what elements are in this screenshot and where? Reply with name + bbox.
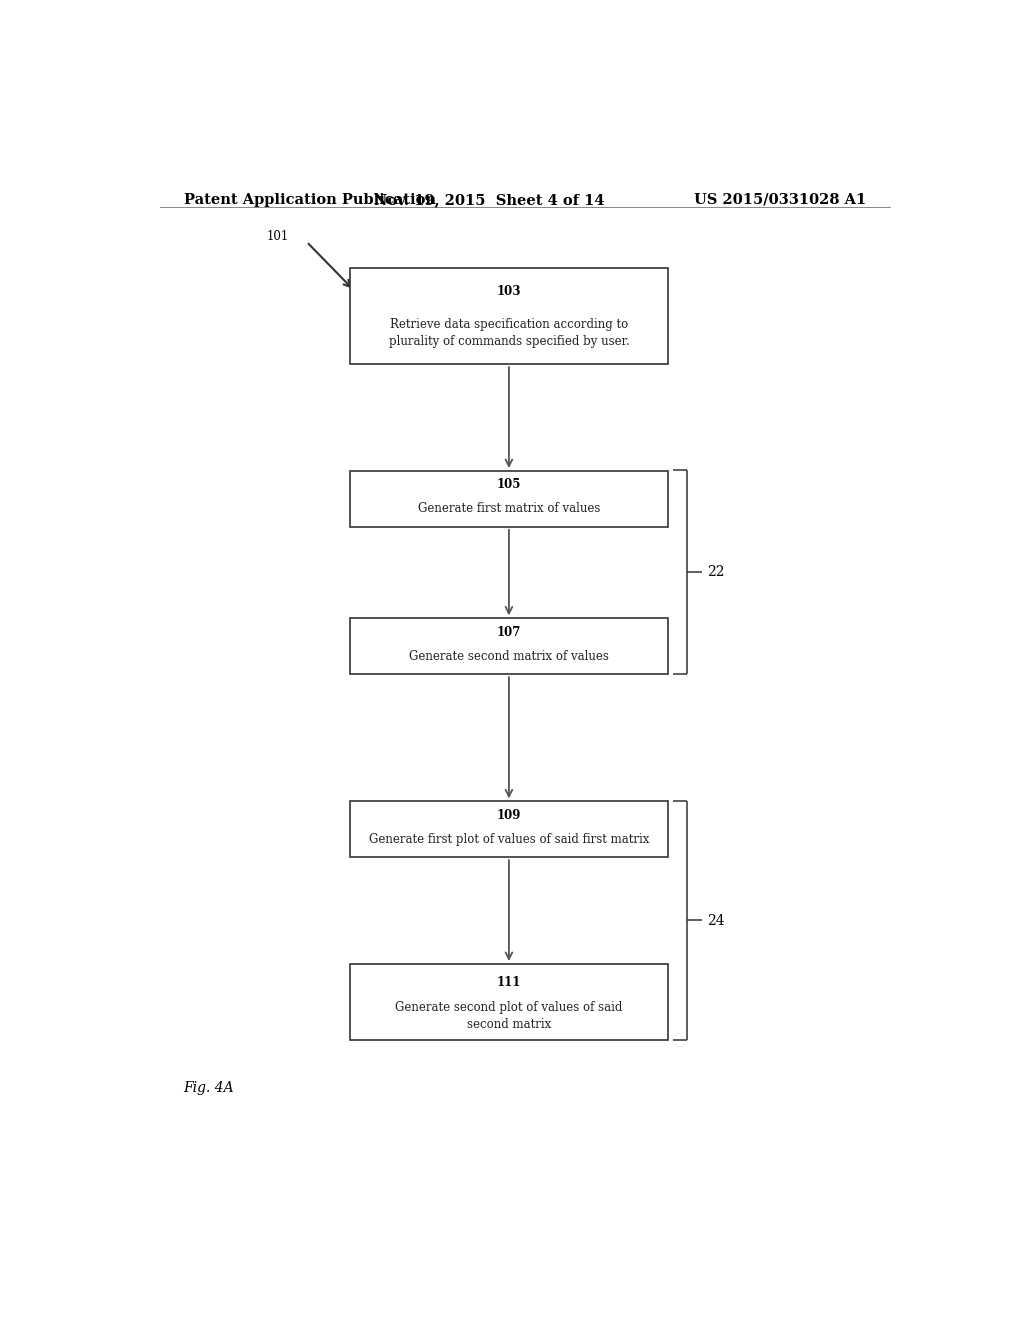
Text: Fig. 4A: Fig. 4A <box>183 1081 234 1096</box>
Text: Nov. 19, 2015  Sheet 4 of 14: Nov. 19, 2015 Sheet 4 of 14 <box>374 193 604 207</box>
Text: 22: 22 <box>708 565 725 579</box>
Text: Retrieve data specification according to
plurality of commands specified by user: Retrieve data specification according to… <box>388 318 630 348</box>
Text: Generate second plot of values of said
second matrix: Generate second plot of values of said s… <box>395 1001 623 1031</box>
Text: 109: 109 <box>497 809 521 822</box>
Text: Generate second matrix of values: Generate second matrix of values <box>409 649 609 663</box>
FancyBboxPatch shape <box>350 618 668 675</box>
Text: 101: 101 <box>267 230 289 243</box>
Text: 107: 107 <box>497 626 521 639</box>
Text: US 2015/0331028 A1: US 2015/0331028 A1 <box>694 193 866 207</box>
Text: 103: 103 <box>497 285 521 298</box>
FancyBboxPatch shape <box>350 964 668 1040</box>
Text: 24: 24 <box>708 913 725 928</box>
Text: Generate first matrix of values: Generate first matrix of values <box>418 503 600 515</box>
Text: 111: 111 <box>497 977 521 990</box>
Text: 105: 105 <box>497 478 521 491</box>
Text: Patent Application Publication: Patent Application Publication <box>183 193 435 207</box>
Text: Generate first plot of values of said first matrix: Generate first plot of values of said fi… <box>369 833 649 846</box>
FancyBboxPatch shape <box>350 471 668 527</box>
FancyBboxPatch shape <box>350 801 668 857</box>
FancyBboxPatch shape <box>350 268 668 364</box>
